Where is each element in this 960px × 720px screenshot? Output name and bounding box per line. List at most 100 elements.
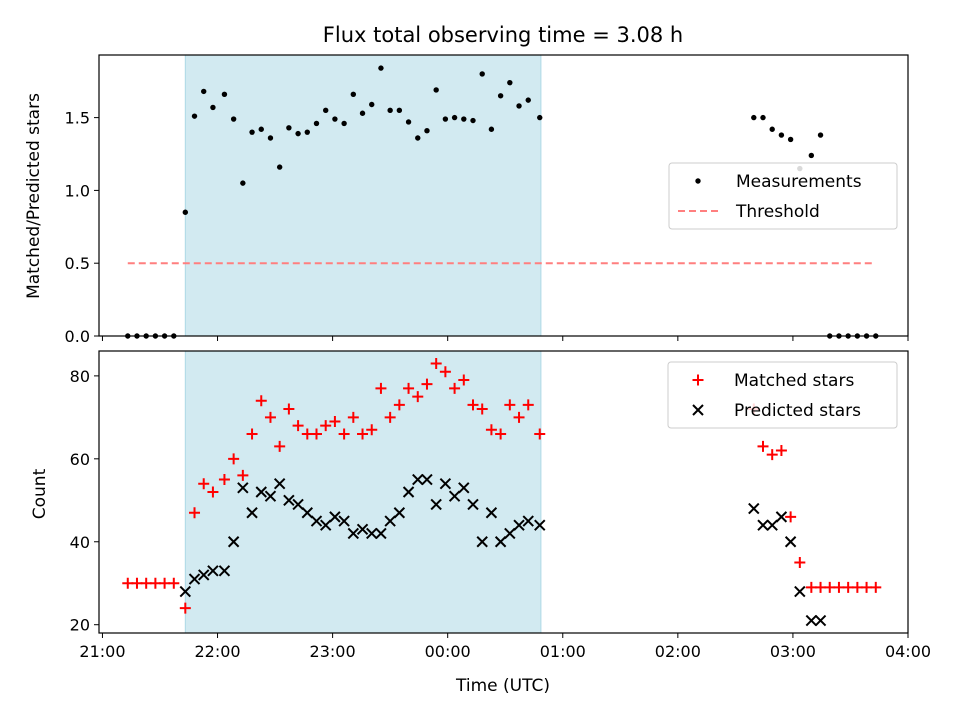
x-tick-label: 22:00 xyxy=(194,642,240,661)
measurement-point xyxy=(769,126,775,132)
predicted-star-marker xyxy=(766,519,778,531)
count-panel: 20 40 60 80 21:00 22:00 23:00 00:00 01:00 02:00 03… xyxy=(70,350,931,661)
count-axes-frame xyxy=(98,350,909,634)
measurement-point xyxy=(304,129,310,135)
matched-star-marker xyxy=(824,581,836,593)
matched-star-marker xyxy=(766,449,778,461)
predicted-star-marker xyxy=(794,585,806,598)
matched-star-marker xyxy=(467,399,479,411)
predicted-star-marker xyxy=(319,519,332,531)
legend-measurements-label: Measurements xyxy=(736,172,862,192)
measurement-point xyxy=(470,117,476,124)
legend-predicted-label: Predicted stars xyxy=(734,401,861,421)
matched-star-marker xyxy=(421,378,433,390)
predicted-star-marker xyxy=(534,519,546,531)
matched-star-marker xyxy=(159,577,171,589)
x-tick-label: 04:00 xyxy=(885,642,931,661)
matched-star-marker xyxy=(870,581,882,593)
ratio-y-tick-label: 0.5 xyxy=(65,254,90,273)
matched-star-marker xyxy=(122,577,134,589)
measurement-point xyxy=(751,114,757,121)
predicted-star-marker xyxy=(301,507,313,519)
measurement-point xyxy=(808,152,815,159)
x-tick-label: 00:00 xyxy=(425,642,471,661)
count-y-axis-label: Count xyxy=(30,468,50,519)
matched-star-marker xyxy=(522,399,534,411)
matched-star-marker xyxy=(357,428,369,440)
predicted-star-marker xyxy=(448,490,461,502)
measurement-point xyxy=(295,130,301,137)
ratio-y-axis-label: Matched/Predicted stars xyxy=(24,93,44,299)
predicted-star-marker xyxy=(421,473,433,486)
predicted-star-marker xyxy=(412,473,424,486)
x-tick-label: 23:00 xyxy=(310,642,356,661)
measurement-point xyxy=(525,97,531,103)
matched-star-marker xyxy=(228,453,240,465)
measurement-point xyxy=(267,135,274,141)
ratio-y-tick-label: 1.5 xyxy=(65,109,90,128)
matched-star-marker xyxy=(274,440,286,452)
predicted-star-marker xyxy=(513,519,525,531)
measurement-point xyxy=(182,209,189,215)
predicted-star-marker xyxy=(494,536,507,548)
predicted-star-marker xyxy=(814,614,827,627)
measurement-point xyxy=(240,180,246,186)
measurement-point xyxy=(479,71,485,77)
measurement-point xyxy=(778,132,785,138)
predicted-star-marker xyxy=(347,527,360,540)
count-y-tick-label: 80 xyxy=(70,367,90,386)
measurement-point xyxy=(276,164,283,170)
matched-star-marker xyxy=(264,411,276,423)
predicted-star-marker xyxy=(264,490,277,502)
matched-star-marker xyxy=(375,382,387,394)
measurement-point xyxy=(461,116,467,122)
predicted-star-marker xyxy=(467,498,479,511)
measurement-point xyxy=(497,93,504,99)
predicted-star-marker xyxy=(805,614,818,627)
legend-predicted-marker xyxy=(692,404,704,416)
measurement-point xyxy=(516,103,522,109)
matched-star-marker xyxy=(785,511,797,523)
matched-star-marker xyxy=(458,374,470,386)
matched-star-marker xyxy=(412,391,424,403)
x-tick-label: 21:00 xyxy=(79,642,125,661)
matched-star-marker xyxy=(218,474,230,486)
matched-star-marker xyxy=(815,581,827,593)
matched-star-marker xyxy=(207,486,219,498)
matched-star-marker xyxy=(861,581,873,593)
predicted-star-marker xyxy=(748,502,760,515)
predicted-star-marker xyxy=(775,511,788,523)
predicted-star-marker xyxy=(430,498,442,511)
count-y-tick-label: 20 xyxy=(70,616,90,635)
predicted-star-marker xyxy=(310,515,323,527)
ratio-y-tick-label: 1.0 xyxy=(65,181,90,200)
x-tick-label: 01:00 xyxy=(540,642,586,661)
matched-star-marker xyxy=(476,403,488,415)
measurement-point xyxy=(313,120,320,127)
matched-star-marker xyxy=(794,557,806,568)
matched-star-marker xyxy=(255,395,267,407)
count-observing-span xyxy=(184,350,542,634)
matched-star-marker xyxy=(534,428,546,440)
predicted-star-marker xyxy=(179,585,192,598)
predicted-star-marker xyxy=(237,482,249,494)
measurement-point xyxy=(387,107,393,114)
measurement-point xyxy=(230,116,237,122)
ratio-observing-span xyxy=(184,54,542,337)
matched-star-marker xyxy=(485,424,497,436)
chart-title: Flux total observing time = 3.08 h xyxy=(323,23,683,47)
predicted-star-marker xyxy=(188,573,201,585)
predicted-star-marker xyxy=(227,536,240,548)
ratio-legend: Measurements Threshold xyxy=(668,162,898,230)
measurement-point xyxy=(249,129,255,135)
matched-star-marker xyxy=(430,357,442,369)
measurement-point xyxy=(191,113,198,119)
measurement-point xyxy=(424,128,430,134)
ratio-y-tick-label: 0.0 xyxy=(65,327,90,346)
matched-star-marker xyxy=(393,399,405,411)
matched-star-marker xyxy=(495,428,507,440)
matched-star-marker xyxy=(439,366,451,378)
measurement-point xyxy=(396,107,403,114)
count-legend-box xyxy=(667,361,898,429)
